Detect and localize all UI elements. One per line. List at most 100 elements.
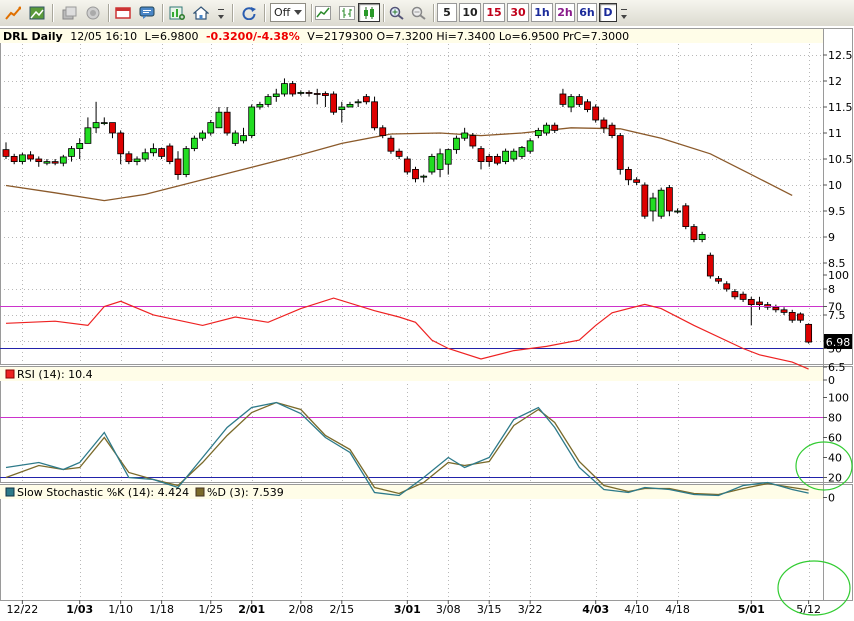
rsi-header-bar <box>0 367 823 381</box>
candle <box>518 146 526 159</box>
timeframe-1h-label: 1h <box>534 6 550 19</box>
candle-body-up <box>272 93 280 97</box>
candle <box>313 88 321 105</box>
candle-body-down <box>797 313 804 321</box>
timeframe-6h-button[interactable]: 6h <box>577 3 597 22</box>
candle-body-down <box>633 179 641 183</box>
candle <box>305 90 313 97</box>
price-tick-label: 11.5 <box>828 101 853 114</box>
candle <box>166 143 174 165</box>
add-chart-icon[interactable] <box>166 3 188 22</box>
period-dropdown[interactable]: Off <box>270 3 306 22</box>
candle <box>59 154 67 167</box>
timeframe-2h-button[interactable]: 2h <box>555 3 575 22</box>
zoom-in-icon[interactable] <box>386 3 408 22</box>
candle <box>133 156 141 166</box>
candle <box>592 104 600 123</box>
candle <box>35 156 43 167</box>
stoch-tick-label: 20 <box>828 472 842 485</box>
chart-style-icon[interactable] <box>2 3 24 22</box>
refresh-icon[interactable] <box>238 3 260 22</box>
candle-body-down <box>747 298 755 305</box>
rsi-tick-label: 100 <box>828 269 849 282</box>
candle <box>68 146 75 162</box>
candle-body-down <box>584 101 591 111</box>
candle <box>510 148 518 162</box>
panel-frame <box>0 28 853 365</box>
x-tick-label: 12/22 <box>7 603 39 616</box>
toolbar-overflow-icon[interactable] <box>216 3 226 22</box>
timeframe-10-button[interactable]: 10 <box>459 3 481 22</box>
header-change: -0.3200/-4.38% <box>206 30 300 43</box>
candle-body-down <box>223 111 231 134</box>
candle <box>657 187 665 219</box>
home-icon[interactable] <box>190 3 212 22</box>
timeframe-5-label: 5 <box>443 6 451 19</box>
candle <box>461 127 469 141</box>
period-dropdown-value: Off <box>274 6 291 19</box>
candle <box>444 148 452 175</box>
candle-body-up <box>420 175 428 178</box>
zoom-out-icon[interactable] <box>408 3 430 22</box>
candle-body-down <box>608 124 616 136</box>
candle <box>403 156 411 175</box>
window-icon[interactable] <box>112 3 134 22</box>
candle-body-down <box>772 306 780 311</box>
candle-body-up <box>346 104 354 108</box>
candlestick-chart-icon[interactable] <box>358 3 380 22</box>
candle <box>10 153 18 165</box>
layers-icon[interactable] <box>58 3 80 22</box>
candle-body-up <box>649 197 657 212</box>
stoch-panel: Slow Stochastic %K (14): 4.424 %D (3): 7… <box>0 392 849 505</box>
timeframe-30-button[interactable]: 30 <box>507 3 529 22</box>
line-chart-icon[interactable] <box>312 3 334 22</box>
candle-body-down <box>731 291 739 298</box>
timeframe-d-button[interactable]: D <box>599 3 617 22</box>
candle-body-down <box>682 205 690 228</box>
price-tick-label: 12.5 <box>828 49 853 62</box>
candle <box>780 307 788 315</box>
candle <box>362 94 370 105</box>
candle-body-up <box>133 158 141 162</box>
candle <box>575 94 583 107</box>
candle <box>534 127 542 139</box>
rsi-highlight-circle <box>795 441 853 491</box>
candle-body-down <box>379 127 387 137</box>
moving-average-line <box>5 127 793 202</box>
x-tick-label: 5/01 <box>738 603 765 616</box>
candle-body-up <box>657 189 665 217</box>
candle-body-up <box>76 142 84 149</box>
candle <box>395 148 403 159</box>
last-price-label: 6.98 <box>826 336 851 349</box>
candle <box>641 182 649 219</box>
stoch-d-legend-swatch <box>195 487 205 497</box>
last-price-marker <box>824 334 852 349</box>
candle-body-down <box>625 168 632 181</box>
image-icon[interactable] <box>26 3 48 22</box>
candle-body-down <box>616 135 624 170</box>
candle <box>805 323 813 344</box>
candle <box>616 133 624 175</box>
candle-body-down <box>764 304 772 308</box>
candle <box>477 146 485 170</box>
timeframe-1h-button[interactable]: 1h <box>531 3 553 22</box>
candle-body-down <box>715 278 722 282</box>
candle-body-up <box>698 233 706 240</box>
candle <box>190 135 198 152</box>
price-tick-label: 10.5 <box>828 153 853 166</box>
candle <box>100 117 108 126</box>
record-icon[interactable] <box>82 3 104 22</box>
timeframe-5-button[interactable]: 5 <box>437 3 457 22</box>
price-panel: DRL Daily 12/05 16:10 L=6.9800 -0.3200/-… <box>0 29 853 374</box>
x-tick-label: 4/18 <box>665 603 690 616</box>
bar-chart-icon[interactable] <box>336 3 358 22</box>
candle <box>240 127 247 144</box>
candle-body-up <box>92 122 100 129</box>
toolbar-overflow-right-icon[interactable] <box>619 3 629 22</box>
timeframe-15-button[interactable]: 15 <box>483 3 505 22</box>
candle <box>420 174 428 183</box>
candle-body-up <box>100 122 108 124</box>
message-icon[interactable] <box>136 3 158 22</box>
candle-body-down <box>305 92 313 94</box>
rsi-line <box>5 297 809 370</box>
